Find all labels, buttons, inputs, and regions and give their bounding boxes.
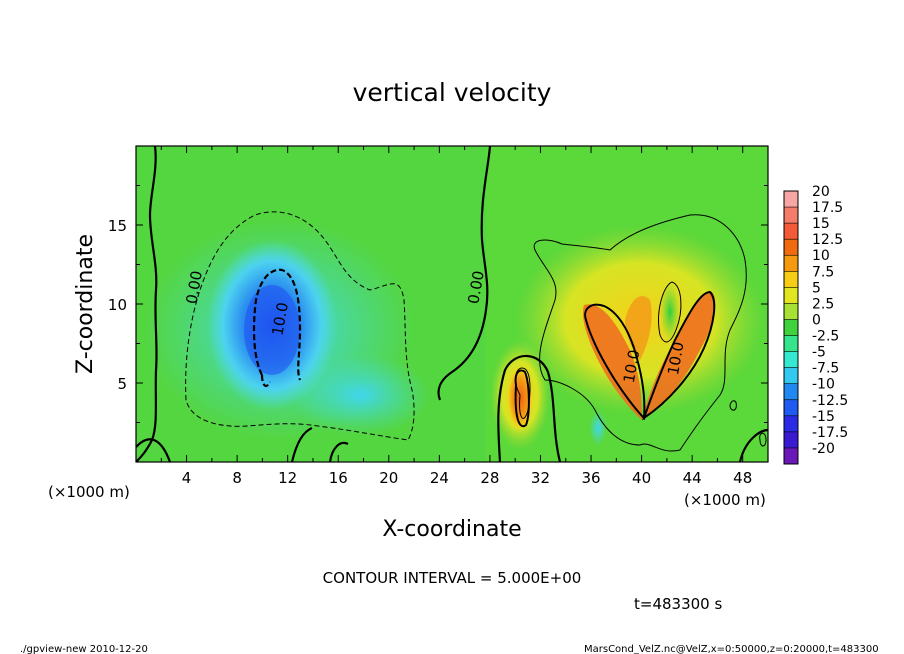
- colorbar-swatch: [784, 383, 798, 401]
- contour-interval: CONTOUR INTERVAL = 5.000E+00: [323, 569, 582, 587]
- time-label: t=483300 s: [634, 595, 722, 613]
- colorbar-label: 17.5: [812, 200, 843, 216]
- colorbar-swatch: [784, 287, 798, 304]
- contour-plus10-v-left: [584, 303, 646, 421]
- contour-minus10: [252, 268, 302, 388]
- x-tick-label: 48: [733, 469, 752, 487]
- contour-labels: 0.00 10.0 0.00 10.0 10.0: [183, 269, 688, 384]
- updraft-v-right: [642, 291, 716, 420]
- colorbar-swatch: [784, 207, 798, 224]
- contour-zero-mid: [437, 146, 492, 401]
- colorbar-swatch: [784, 335, 798, 352]
- x-unit-right: (×1000 m): [684, 491, 766, 509]
- colorbar-label: -12.5: [812, 393, 848, 409]
- colorbar-swatch: [784, 239, 798, 256]
- colorbar-swatch: [784, 319, 798, 336]
- footer-right: MarsCond_VelZ.nc@VelZ,x=0:50000,z=0:2000…: [584, 644, 879, 654]
- contour-label: 0.00: [183, 269, 207, 305]
- colorbar-label: -15: [812, 409, 835, 425]
- colorbar-label: -2.5: [812, 329, 839, 345]
- x-tick-label: 36: [581, 469, 600, 487]
- footer-left: ./gpview-new 2010-12-20: [20, 644, 148, 654]
- colorbar-label: 15: [812, 216, 830, 232]
- colorbar-label: 10: [812, 248, 830, 264]
- x-tick-label: 44: [683, 469, 702, 487]
- plot-area: [136, 146, 768, 462]
- x-tick-label: 20: [379, 469, 398, 487]
- chart-title: vertical velocity: [353, 78, 552, 107]
- contour-plus10-left: [514, 369, 530, 428]
- x-tick-label: 8: [232, 469, 242, 487]
- y-tick-label: 15: [108, 217, 127, 235]
- colorbar-swatch: [784, 431, 798, 449]
- colorbar-swatch: [784, 223, 798, 240]
- contour-plus10-v-right: [642, 290, 716, 421]
- colorbar-label: 20: [812, 184, 830, 200]
- colorbar-label: -10: [812, 377, 835, 393]
- x-tick-label: 32: [531, 469, 550, 487]
- colorbar-label: 2.5: [812, 296, 834, 312]
- contour-label: 10.0: [268, 301, 292, 337]
- colorbar-label: -7.5: [812, 361, 839, 377]
- colorbar-label: 7.5: [812, 264, 834, 280]
- x-tick-label: 12: [278, 469, 297, 487]
- colorbar-swatch: [784, 415, 798, 433]
- contour-label: 0.00: [464, 269, 488, 305]
- x-tick-label: 4: [182, 469, 192, 487]
- colorbar-swatch: [784, 271, 798, 288]
- colorbar: 2017.51512.5107.552.50-2.5-5-7.5-10-12.5…: [783, 184, 848, 465]
- contour-plus5: [533, 214, 747, 452]
- x-axis-ticks: 4 8 12 16 20 24 28 32 36 40 44 48: [160, 146, 752, 487]
- colorbar-swatch: [784, 303, 798, 320]
- colorbar-swatch: [784, 447, 798, 465]
- y-axis-ticks: 5 10 15: [108, 185, 768, 423]
- colorbar-label: -20: [812, 441, 835, 457]
- colorbar-swatch: [784, 351, 798, 368]
- contour-label: 10.0: [620, 348, 644, 384]
- y-axis-label: Z-coordinate: [73, 234, 98, 374]
- x-tick-label: 40: [632, 469, 651, 487]
- x-tick-label: 16: [329, 469, 348, 487]
- colorbar-label: -17.5: [812, 425, 848, 441]
- colorbar-label: 5: [812, 280, 821, 296]
- x-tick-label: 24: [430, 469, 449, 487]
- x-axis-label: X-coordinate: [382, 517, 521, 542]
- colorbar-swatch: [784, 191, 798, 208]
- y-tick-label: 10: [108, 296, 127, 314]
- updraft-v-left: [582, 304, 642, 420]
- colorbar-label: 0: [812, 312, 821, 328]
- colorbar-swatch: [784, 399, 798, 417]
- contour-label: 10.0: [664, 340, 688, 376]
- colorbar-label: -5: [812, 345, 826, 361]
- contour-minus5: [185, 211, 415, 441]
- x-tick-label: 28: [480, 469, 499, 487]
- colorbar-swatch: [784, 255, 798, 272]
- colorbar-label: 12.5: [812, 232, 843, 248]
- x-unit-left: (×1000 m): [48, 483, 130, 501]
- y-tick-label: 5: [117, 375, 127, 393]
- colorbar-swatch: [784, 367, 798, 385]
